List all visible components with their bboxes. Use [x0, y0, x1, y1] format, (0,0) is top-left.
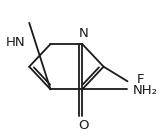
- Text: F: F: [137, 74, 145, 87]
- Text: HN: HN: [6, 36, 26, 49]
- Text: NH₂: NH₂: [132, 84, 157, 97]
- Text: O: O: [78, 119, 89, 132]
- Text: N: N: [79, 27, 88, 40]
